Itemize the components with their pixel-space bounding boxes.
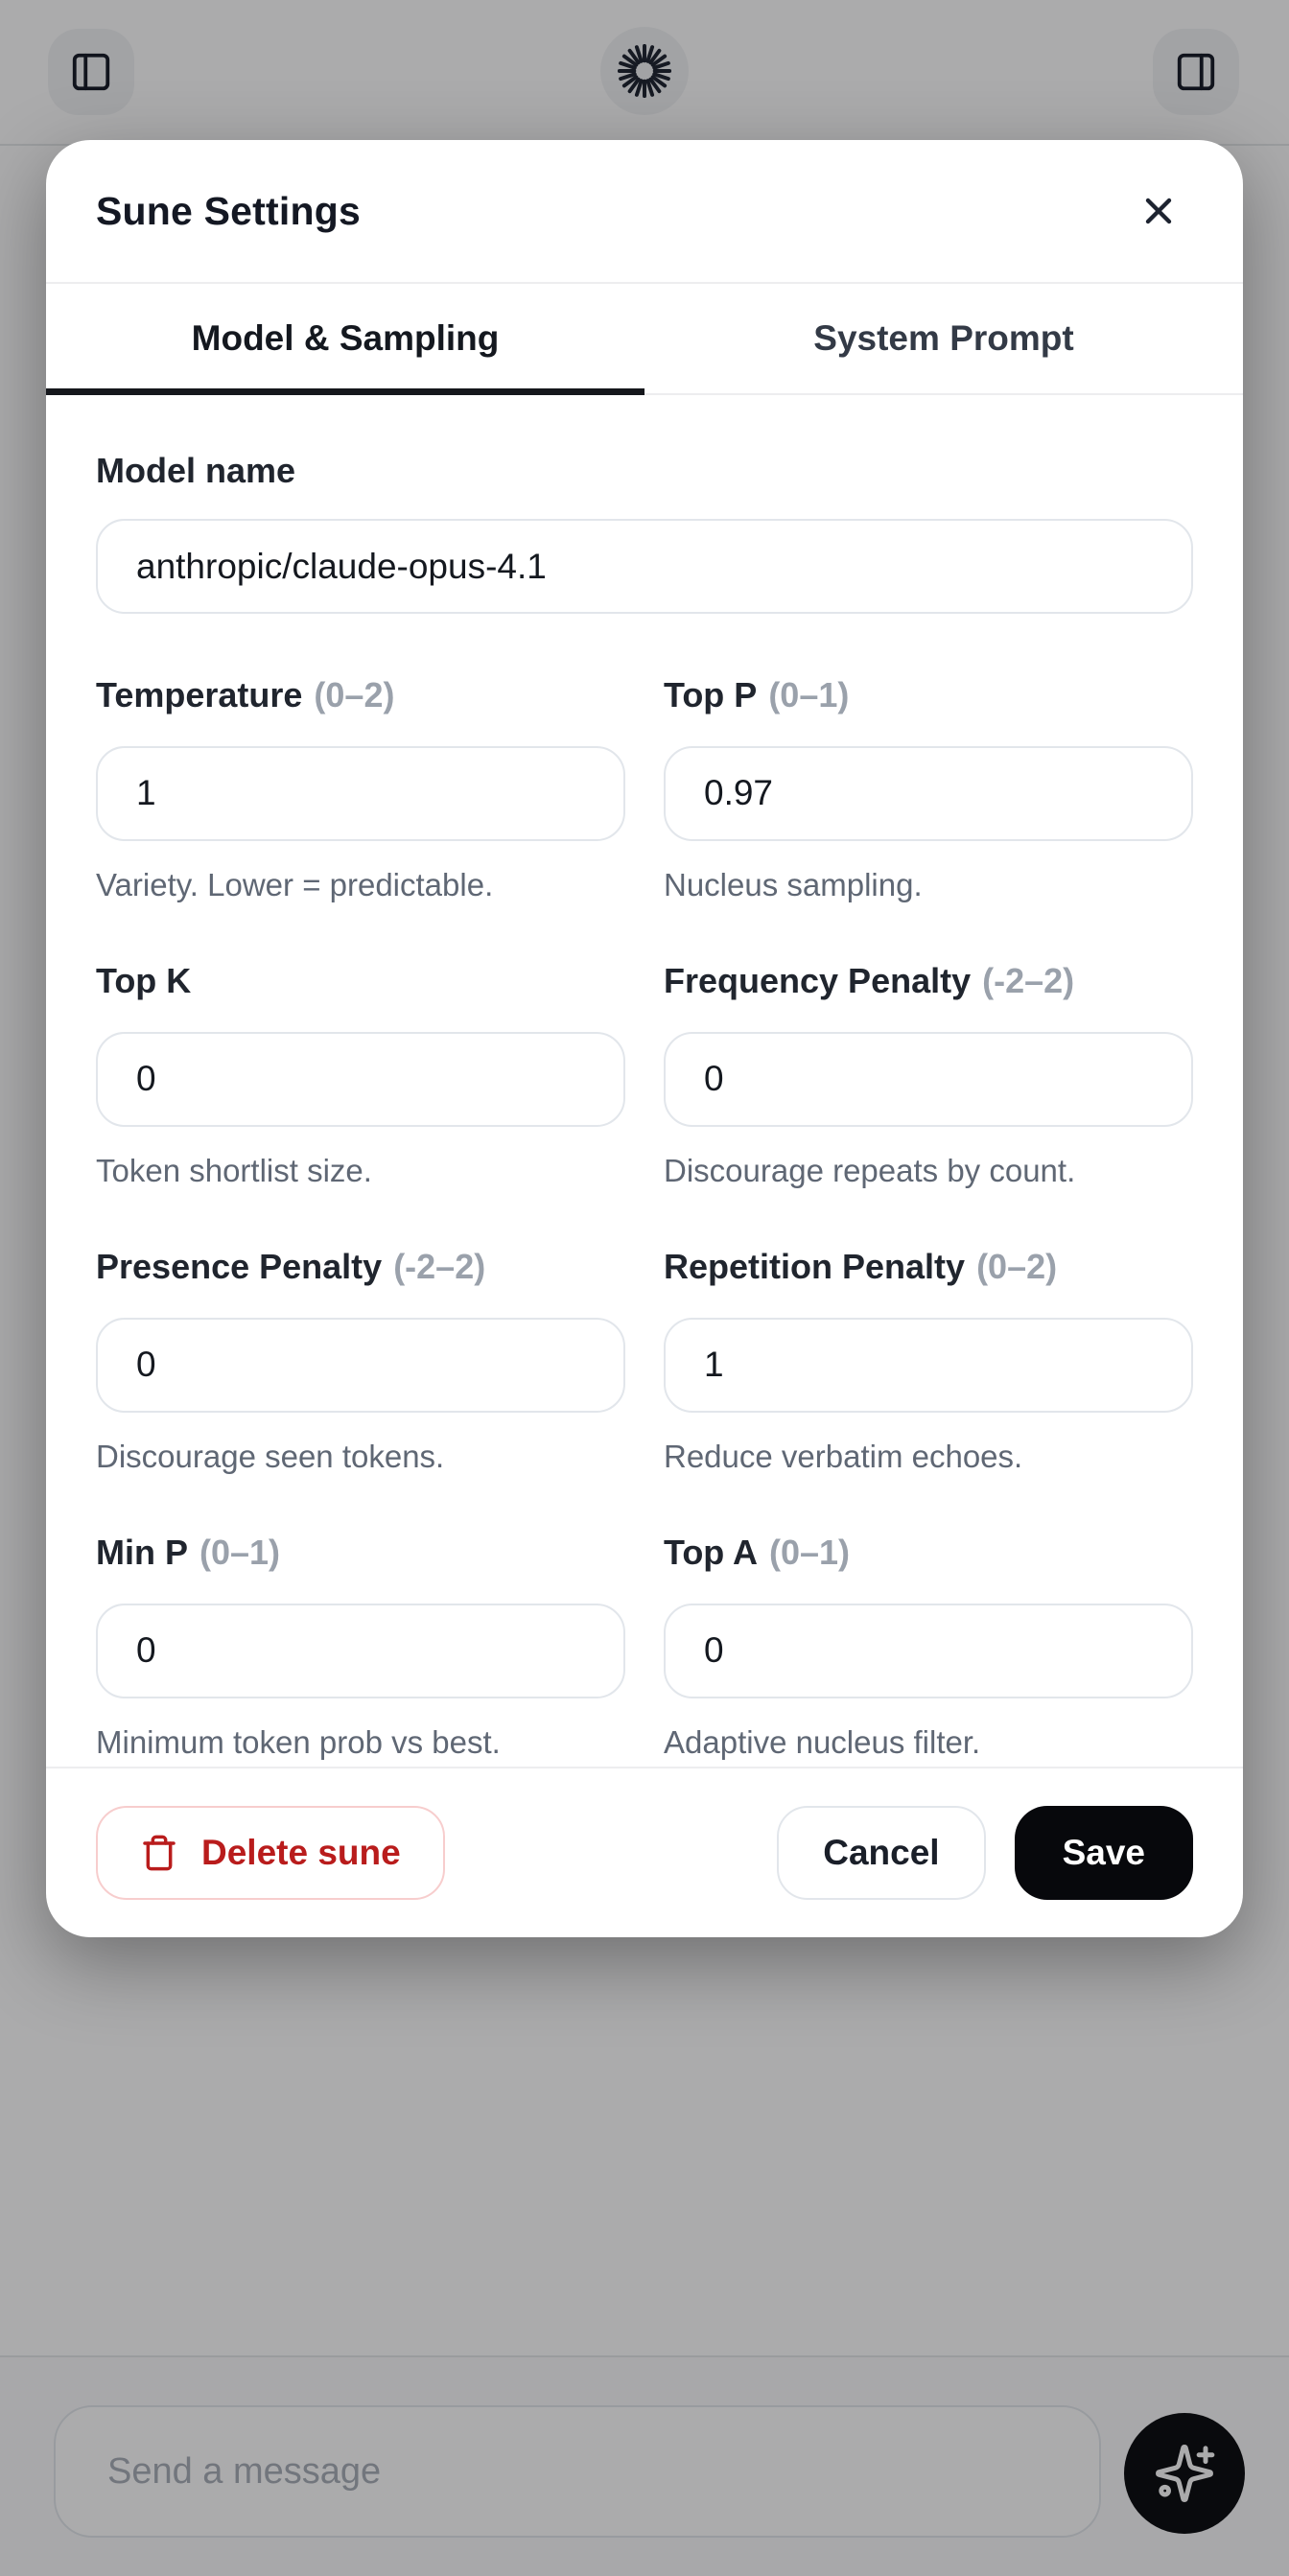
presence-penalty-field: Presence Penalty(-2–2) Discourage seen t… [96,1247,625,1475]
sidebar-toggle-button[interactable] [48,29,134,115]
model-name-field: Model name [96,451,1193,615]
repetition-penalty-input[interactable] [664,1317,1193,1413]
temperature-help: Variety. Lower = predictable. [96,866,494,902]
top-p-field: Top P(0–1) Nucleus sampling. [664,675,1193,903]
top-p-label: Top P [664,675,758,715]
temperature-label: Temperature [96,675,303,715]
repetition-penalty-field: Repetition Penalty(0–2) Reduce verbatim … [664,1247,1193,1475]
sune-settings-modal: Sune Settings Model & Sampling System Pr… [46,140,1243,1937]
tab-system-prompt[interactable]: System Prompt [644,284,1243,393]
presence-penalty-input[interactable] [96,1317,625,1413]
temperature-field: Temperature (0–2) Variety. Lower = predic… [96,675,625,903]
panel-right-icon [1174,50,1218,94]
presence-penalty-range: (-2–2) [393,1247,486,1287]
close-icon [1137,190,1180,232]
field-row: Min P (0–1) Minimum token prob vs best. T… [96,1533,1193,1761]
frequency-penalty-help: Discourage repeats by count. [664,1152,1076,1188]
top-k-field: Top K Token shortlist size. [96,961,625,1189]
presence-penalty-help: Discourage seen tokens. [96,1438,445,1474]
save-button[interactable]: Save [1014,1806,1193,1900]
field-row: Temperature (0–2) Variety. Lower = predic… [96,675,1193,903]
top-k-input[interactable] [96,1031,625,1127]
message-input[interactable] [54,2405,1101,2538]
modal-content: Model name Temperature (0–2) Variety. Low… [46,395,1243,1767]
tab-model-sampling[interactable]: Model & Sampling [46,284,644,395]
model-name-label: Model name [96,451,296,490]
right-panel-toggle-button[interactable] [1153,29,1239,115]
panel-left-icon [69,50,113,94]
top-k-label: Top K [96,961,192,1001]
top-p-help: Nucleus sampling. [664,866,923,902]
repetition-penalty-range: (0–2) [976,1247,1058,1287]
top-a-input[interactable] [664,1603,1193,1698]
sparkles-icon [1153,2442,1216,2505]
frequency-penalty-range: (-2–2) [982,961,1075,1001]
min-p-label: Min P [96,1533,188,1573]
field-row: Presence Penalty(-2–2) Discourage seen t… [96,1247,1193,1475]
top-a-range: (0–1) [768,1533,851,1573]
top-a-label: Top A [664,1533,758,1573]
top-a-field: Top A(0–1) Adaptive nucleus filter. [664,1533,1193,1761]
frequency-penalty-field: Frequency Penalty(-2–2) Discourage repea… [664,961,1193,1189]
footer-actions: Cancel Save [777,1806,1193,1900]
model-name-input[interactable] [96,519,1193,615]
top-a-help: Adaptive nucleus filter. [664,1723,981,1760]
field-row: Top K Token shortlist size. Frequency Pe… [96,961,1193,1189]
presence-penalty-label: Presence Penalty [96,1247,383,1287]
temperature-range: (0–2) [314,675,395,715]
repetition-penalty-help: Reduce verbatim echoes. [664,1438,1023,1474]
send-button[interactable] [1124,2413,1245,2534]
top-p-input[interactable] [664,745,1193,841]
frequency-penalty-input[interactable] [664,1031,1193,1127]
frequency-penalty-label: Frequency Penalty [664,961,972,1001]
modal-footer: Delete sune Cancel Save [46,1767,1243,1937]
delete-sune-label: Delete sune [201,1833,401,1872]
sune-logo[interactable] [600,27,689,115]
top-k-help: Token shortlist size. [96,1152,372,1188]
message-composer [0,2355,1289,2576]
top-p-range: (0–1) [768,675,850,715]
starburst-icon [618,44,671,98]
top-bar [0,0,1289,146]
min-p-help: Minimum token prob vs best. [96,1723,501,1760]
modal-title: Sune Settings [96,188,361,233]
cancel-button[interactable]: Cancel [777,1806,986,1900]
temperature-input[interactable] [96,745,625,841]
tab-bar: Model & Sampling System Prompt [46,282,1243,395]
repetition-penalty-label: Repetition Penalty [664,1247,966,1287]
delete-sune-button[interactable]: Delete sune [96,1806,445,1900]
min-p-range: (0–1) [199,1533,281,1573]
modal-header: Sune Settings [46,140,1243,282]
trash-icon [140,1834,178,1872]
close-button[interactable] [1130,182,1187,240]
min-p-input[interactable] [96,1603,625,1698]
min-p-field: Min P (0–1) Minimum token prob vs best. [96,1533,625,1761]
